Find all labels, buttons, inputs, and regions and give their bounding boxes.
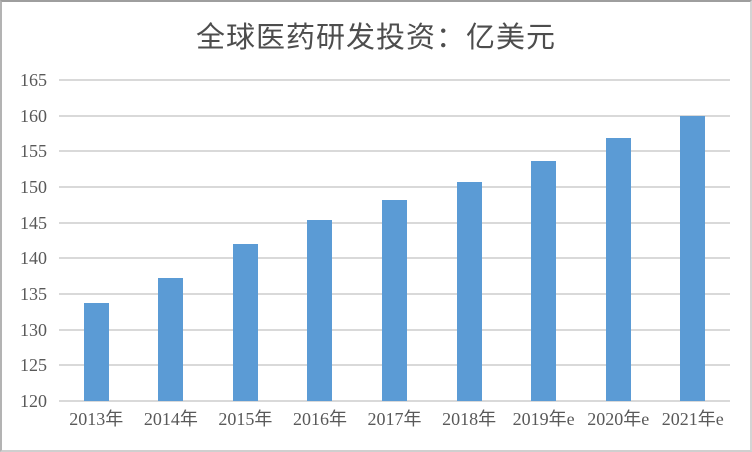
x-axis-category-label: 2015年 — [218, 409, 273, 429]
x-axis-category-label: 2014年 — [143, 409, 198, 429]
bar-2021年e — [680, 115, 706, 401]
bar-2013年 — [83, 303, 109, 401]
bar-slot — [581, 80, 656, 401]
x-axis-category-label: 2018年 — [442, 409, 497, 429]
bar-slot — [283, 80, 358, 401]
bar-2014年 — [158, 277, 184, 401]
gridline-y-160 — [59, 114, 730, 117]
bar-2019年e — [531, 160, 557, 401]
gridline-y-165 — [59, 79, 730, 81]
y-axis-tick-label: 150 — [20, 177, 47, 197]
bar-slot — [506, 80, 581, 401]
bar-2016年 — [307, 219, 333, 401]
plot-area — [59, 79, 730, 402]
y-axis-tick-label: 140 — [20, 248, 47, 269]
bar-slot — [134, 80, 209, 401]
bar-2015年 — [232, 244, 258, 401]
x-axis-category-label: 2019年e — [512, 409, 575, 429]
y-axis-tick-label: 135 — [20, 284, 47, 304]
gridline-y-150 — [59, 185, 730, 188]
x-axis-category-label: 2020年e — [587, 409, 650, 429]
x-axis-category-label: 2016年 — [292, 409, 347, 429]
x-axis-category-label: 2017年 — [367, 409, 422, 429]
y-axis-tick-label: 160 — [20, 105, 47, 126]
bar-slot — [357, 80, 432, 401]
y-axis-tick-label: 165 — [20, 70, 47, 90]
bar-series — [59, 80, 730, 401]
bar-slot — [656, 80, 731, 401]
y-axis-tick-label: 130 — [20, 319, 47, 340]
y-axis: 165 160 155 150 145 140 135 130 125 120 — [2, 2, 50, 450]
chart-title: 全球医药研发投资：亿美元 — [195, 22, 556, 54]
x-axis-category-label: 2021年e — [661, 409, 724, 429]
bar-slot — [208, 80, 283, 401]
gridline-y-155 — [59, 150, 730, 153]
y-axis-tick-label: 155 — [20, 141, 47, 162]
bar-2017年 — [382, 199, 408, 401]
y-axis-tick-label: 125 — [20, 355, 47, 376]
gridline-y-120 — [59, 400, 730, 402]
x-axis-category-label: 2013年 — [69, 409, 124, 429]
bar-2018年 — [456, 182, 482, 401]
bar-slot — [59, 80, 134, 401]
x-axis: 2013年 2014年 2015年 2016年 2017年 2018年 2019年e 2020… — [59, 406, 730, 432]
bar-2020年e — [605, 137, 631, 401]
y-axis-tick-label: 120 — [20, 391, 47, 411]
bar-slot — [432, 80, 507, 401]
y-axis-tick-label: 145 — [20, 212, 47, 233]
